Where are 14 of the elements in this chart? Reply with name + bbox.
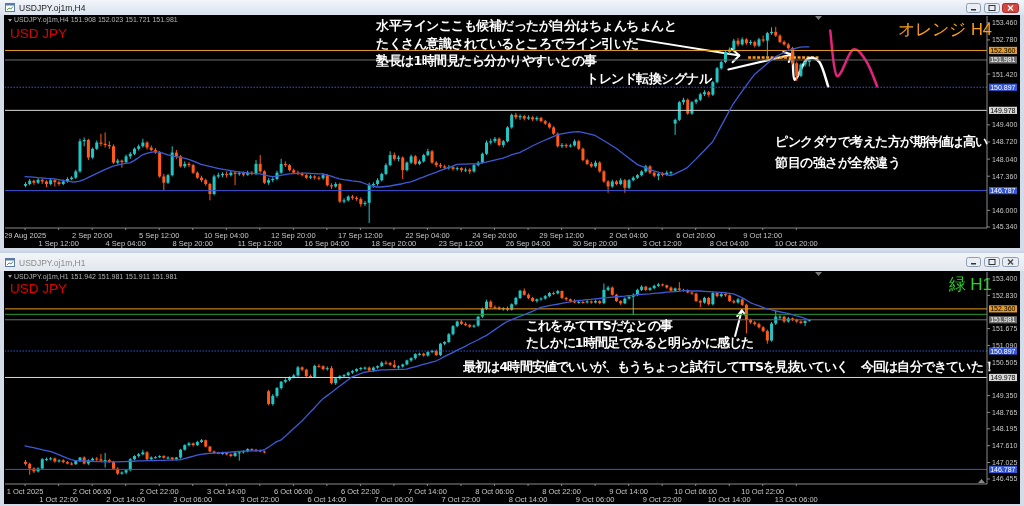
text: USDJPY.oj1m,H4 (19, 2, 86, 13)
text: USD JPY (10, 25, 68, 41)
annotation: 水平ラインここも候補だったが自分はちょんちょんと (376, 17, 676, 35)
annotation: トレンド転換シグナル (586, 71, 711, 86)
text: USDJPY.oj1m,H1 (19, 258, 86, 268)
annotation: たしかに1時間足でみると明らかに感じた (526, 334, 754, 351)
annotation: これをみてTTSだなとの事 (526, 317, 672, 334)
annotation: オレンジ H4 (898, 20, 992, 38)
annotation: 緑 H1 (948, 275, 992, 294)
annotation: 塾長は1時間見たら分かりやすいとの事 (376, 52, 597, 70)
annotation: ピンクダウで考えた方が期待値は高い (775, 133, 988, 151)
annotation: たくさん意識されているところでライン引いた (376, 34, 639, 52)
text: USD JPY (10, 281, 68, 296)
annotation: 節目の強さが全然違う (775, 154, 900, 172)
